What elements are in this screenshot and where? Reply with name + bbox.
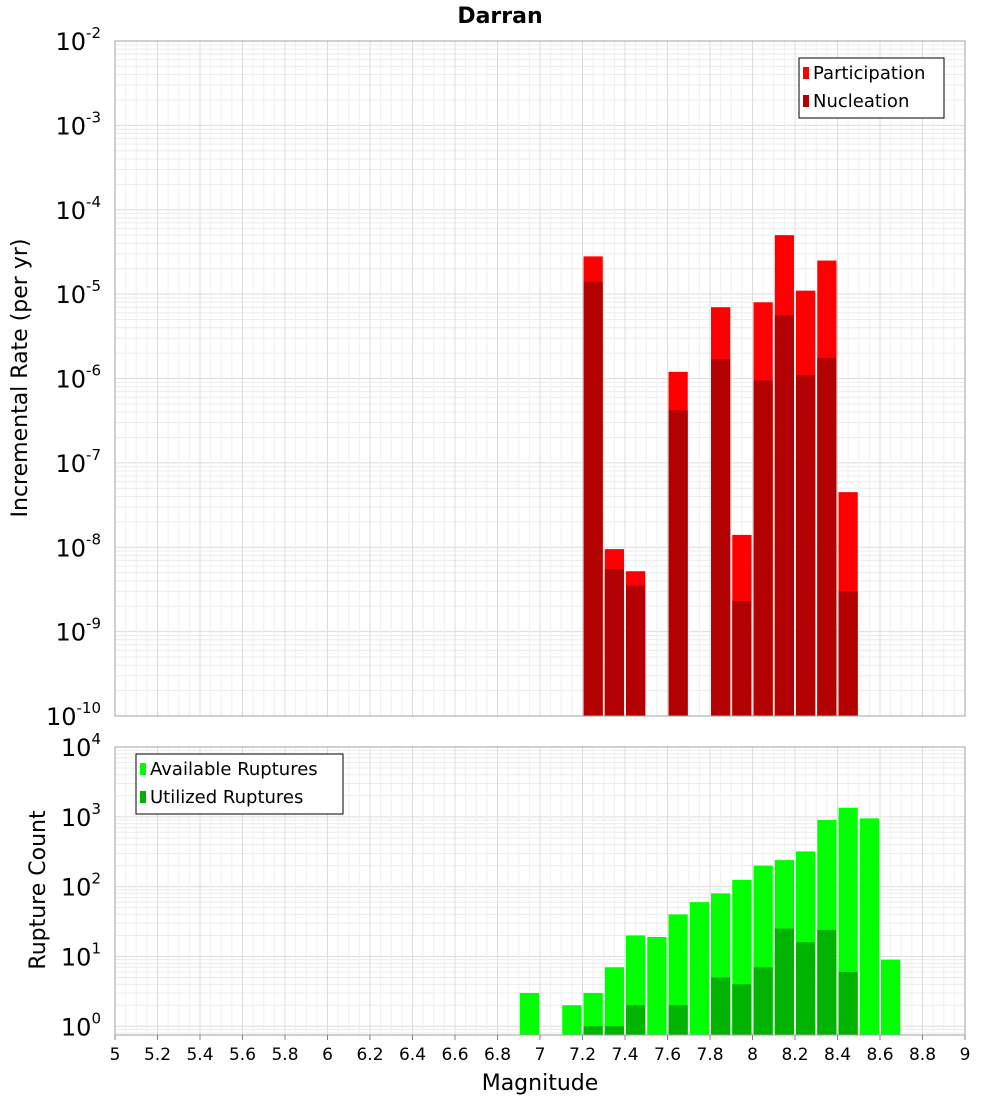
x-tick-label: 7.2 bbox=[569, 1045, 596, 1065]
x-tick-label: 6.6 bbox=[441, 1045, 468, 1065]
bottom-y-tick-label: 103 bbox=[61, 800, 101, 832]
top-bar bbox=[732, 601, 752, 716]
top-bar bbox=[817, 357, 837, 716]
top-bar bbox=[753, 380, 773, 716]
bottom-bar bbox=[583, 1026, 603, 1035]
top-y-tick-label: 10-7 bbox=[55, 446, 101, 478]
x-tick-label: 7.4 bbox=[611, 1045, 638, 1065]
bottom-y-axis-label: Rupture Count bbox=[26, 810, 51, 970]
top-y-axis-label: Incremental Rate (per yr) bbox=[8, 239, 33, 518]
bottom-bar bbox=[626, 1005, 646, 1035]
top-bar bbox=[604, 569, 624, 716]
top-legend-box bbox=[798, 57, 945, 119]
top-bar bbox=[711, 359, 731, 716]
x-tick-label: 5 bbox=[110, 1045, 121, 1065]
bottom-bar bbox=[689, 902, 709, 1035]
bottom-legend-label: Utilized Ruptures bbox=[150, 787, 303, 808]
top-series-2 bbox=[583, 281, 858, 716]
x-tick-label: 9 bbox=[960, 1045, 971, 1065]
top-plot-frame bbox=[114, 40, 966, 717]
chart-title: Darran bbox=[457, 4, 542, 29]
top-y-tick-label: 10-6 bbox=[55, 362, 101, 394]
x-tick-label: 6 bbox=[322, 1045, 333, 1065]
x-tick-label: 8.4 bbox=[824, 1045, 851, 1065]
bottom-y-tick-label: 100 bbox=[61, 1009, 101, 1041]
top-bar bbox=[838, 591, 858, 716]
x-tick-label: 6.8 bbox=[484, 1045, 511, 1065]
bottom-bar bbox=[796, 942, 816, 1035]
x-tick-label: 7.8 bbox=[696, 1045, 723, 1065]
x-tick-label: 7 bbox=[535, 1045, 546, 1065]
x-axis-label: Magnitude bbox=[482, 1071, 599, 1096]
top-y-tick-label: 10-8 bbox=[55, 530, 101, 562]
bottom-bar bbox=[859, 818, 879, 1035]
x-tick-label: 8 bbox=[747, 1045, 758, 1065]
bottom-y-tick-label: 104 bbox=[61, 730, 101, 762]
bottom-bar bbox=[668, 1005, 688, 1035]
top-y-tick-label: 10-9 bbox=[55, 615, 101, 647]
top-bar bbox=[668, 410, 688, 716]
top-bar bbox=[626, 585, 646, 716]
top-legend: Participation Nucleation bbox=[798, 57, 945, 119]
top-bar bbox=[583, 281, 603, 716]
bottom-series-2 bbox=[583, 928, 858, 1035]
bottom-y-tick-labels: 104 103 102 101 100 bbox=[61, 730, 101, 1041]
bottom-bar bbox=[881, 959, 901, 1035]
top-y-tick-label: 10-4 bbox=[55, 193, 101, 225]
bottom-bar bbox=[562, 1005, 582, 1035]
top-legend-swatch bbox=[803, 95, 809, 107]
x-tick-label: 5.6 bbox=[229, 1045, 256, 1065]
top-legend-swatch bbox=[803, 67, 809, 79]
bottom-bar bbox=[647, 936, 667, 1035]
x-tick-label: 5.8 bbox=[271, 1045, 298, 1065]
bottom-bar bbox=[774, 928, 794, 1035]
top-panel: 10-2 10-3 10-4 10-5 10-6 10-7 10-8 10-9 10-10 Par… bbox=[46, 24, 966, 731]
bottom-panel: 104 103 102 101 100 Available Ruptures Utilize… bbox=[61, 730, 966, 1041]
bottom-y-tick-label: 101 bbox=[61, 939, 101, 971]
top-y-tick-label: 10-2 bbox=[55, 24, 101, 56]
top-gridlines bbox=[114, 40, 966, 717]
bottom-bar bbox=[732, 984, 752, 1035]
top-y-tick-label: 10-10 bbox=[46, 699, 101, 731]
top-y-tick-label: 10-3 bbox=[55, 108, 101, 140]
x-tick-label: 5.4 bbox=[186, 1045, 213, 1065]
x-tick-label: 7.6 bbox=[654, 1045, 681, 1065]
x-tick-label: 6.4 bbox=[399, 1045, 426, 1065]
x-tick-labels: 5 5.2 5.4 5.6 5.8 6 6.2 6.4 6.6 6.8 7 7.2 7.4 7.6 7.8 8… bbox=[110, 1035, 971, 1065]
bottom-bar bbox=[838, 971, 858, 1035]
bottom-y-tick-label: 102 bbox=[61, 870, 101, 902]
top-y-tick-label: 10-5 bbox=[55, 277, 101, 309]
bottom-legend-box bbox=[135, 753, 344, 815]
bottom-legend-swatch bbox=[140, 791, 146, 803]
top-legend-label: Nucleation bbox=[813, 91, 909, 112]
x-tick-label: 8.8 bbox=[909, 1045, 936, 1065]
bottom-bar bbox=[604, 967, 624, 1035]
x-tick-label: 8.2 bbox=[781, 1045, 808, 1065]
bottom-bar bbox=[668, 914, 688, 1035]
bottom-legend-swatch bbox=[140, 763, 146, 775]
x-tick-label: 5.2 bbox=[144, 1045, 171, 1065]
bottom-legend: Available Ruptures Utilized Ruptures bbox=[135, 753, 344, 815]
bottom-bar bbox=[604, 1026, 624, 1035]
bottom-bar bbox=[583, 992, 603, 1035]
top-y-tick-labels: 10-2 10-3 10-4 10-5 10-6 10-7 10-8 10-9 10-10 bbox=[46, 24, 101, 731]
bottom-legend-label: Available Ruptures bbox=[150, 759, 318, 780]
top-legend-label: Participation bbox=[813, 63, 925, 84]
x-tick-label: 8.6 bbox=[866, 1045, 893, 1065]
bottom-bar bbox=[711, 977, 731, 1035]
bottom-bar bbox=[753, 967, 773, 1035]
bottom-bar bbox=[817, 929, 837, 1035]
x-tick-label: 6.2 bbox=[356, 1045, 383, 1065]
top-bar bbox=[774, 315, 794, 716]
bottom-bar bbox=[519, 992, 539, 1035]
top-bar bbox=[796, 375, 816, 716]
